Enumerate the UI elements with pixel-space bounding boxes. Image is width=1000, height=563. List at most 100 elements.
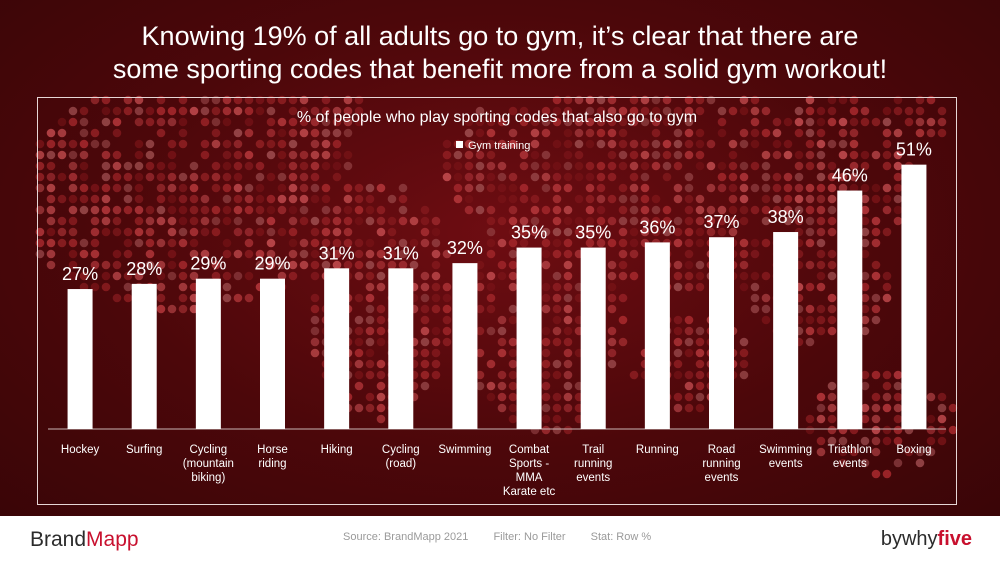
map-dot: [849, 183, 859, 193]
map-dot: [277, 150, 287, 160]
map-dot: [805, 315, 815, 325]
map-dot: [772, 183, 782, 193]
map-dot: [695, 128, 705, 138]
data-label: 38%: [768, 207, 804, 227]
map-dot: [860, 117, 870, 127]
map-dot: [827, 117, 837, 127]
map-dot: [684, 128, 694, 138]
map-dot: [717, 117, 727, 127]
map-dot: [860, 293, 870, 303]
map-dot: [321, 117, 331, 127]
map-dot: [893, 150, 903, 160]
map-dot: [607, 139, 617, 149]
map-dot: [750, 271, 760, 281]
map-dot: [211, 205, 221, 215]
map-dot: [46, 139, 56, 149]
map-dot: [321, 183, 331, 193]
map-dot: [431, 249, 441, 259]
map-dot: [739, 249, 749, 259]
data-label: 31%: [383, 243, 419, 263]
map-dot: [310, 172, 320, 182]
map-dot: [574, 227, 584, 237]
map-dot: [673, 359, 683, 369]
map-dot: [805, 183, 815, 193]
map-dot: [827, 205, 837, 215]
map-dot: [365, 392, 375, 402]
map-dot: [277, 172, 287, 182]
category-label-line: MMA: [516, 472, 543, 484]
map-dot: [508, 194, 518, 204]
map-dot: [695, 238, 705, 248]
map-dot: [794, 161, 804, 171]
map-dot: [310, 150, 320, 160]
map-dot: [200, 172, 210, 182]
map-dot: [420, 205, 430, 215]
map-dot: [761, 315, 771, 325]
map-dot: [156, 216, 166, 226]
map-dot: [156, 304, 166, 314]
map-dot: [805, 414, 815, 424]
map-dot: [266, 205, 276, 215]
map-dot: [508, 183, 518, 193]
map-dot: [112, 172, 122, 182]
map-dot: [178, 172, 188, 182]
map-dot: [651, 216, 661, 226]
data-label: 35%: [511, 223, 547, 243]
category-label-line: Surfing: [126, 444, 162, 456]
map-dot: [134, 150, 144, 160]
map-dot: [222, 216, 232, 226]
map-dot: [310, 128, 320, 138]
map-dot: [629, 238, 639, 248]
map-dot: [585, 216, 595, 226]
map-dot: [112, 117, 122, 127]
bar: [452, 263, 478, 429]
map-dot: [596, 205, 606, 215]
map-dot: [541, 348, 551, 358]
map-dot: [552, 172, 562, 182]
category-label-line: biking): [191, 472, 225, 484]
category-label: Horse riding: [257, 444, 288, 470]
map-dot: [464, 161, 474, 171]
map-dot: [376, 227, 386, 237]
map-dot: [376, 370, 386, 380]
map-dot: [497, 381, 507, 391]
map-dot: [134, 117, 144, 127]
map-dot: [200, 150, 210, 160]
map-dot: [882, 469, 892, 479]
map-dot: [816, 249, 826, 259]
map-dot: [651, 128, 661, 138]
map-dot: [134, 172, 144, 182]
map-dot: [827, 161, 837, 171]
map-dot: [354, 249, 364, 259]
data-label: 37%: [703, 212, 739, 232]
category-label-line: running: [574, 458, 612, 470]
map-dot: [618, 293, 628, 303]
map-dot: [167, 271, 177, 281]
map-dot: [497, 348, 507, 358]
map-dot: [497, 161, 507, 171]
map-dot: [585, 183, 595, 193]
map-dot: [475, 117, 485, 127]
map-dot: [156, 271, 166, 281]
map-dot: [398, 249, 408, 259]
map-dot: [706, 183, 716, 193]
map-dot: [596, 172, 606, 182]
map-dot: [695, 205, 705, 215]
map-dot: [849, 117, 859, 127]
map-dot: [827, 304, 837, 314]
map-dot: [244, 150, 254, 160]
map-dot: [519, 150, 529, 160]
map-dot: [882, 106, 892, 116]
map-dot: [299, 260, 309, 270]
map-dot: [343, 205, 353, 215]
map-dot: [739, 194, 749, 204]
map-dot: [288, 172, 298, 182]
map-dot: [860, 271, 870, 281]
map-dot: [761, 128, 771, 138]
map-dot: [156, 117, 166, 127]
map-dot: [937, 436, 947, 446]
map-dot: [662, 227, 672, 237]
bar: [67, 289, 93, 429]
map-dot: [662, 216, 672, 226]
map-dot: [508, 205, 518, 215]
